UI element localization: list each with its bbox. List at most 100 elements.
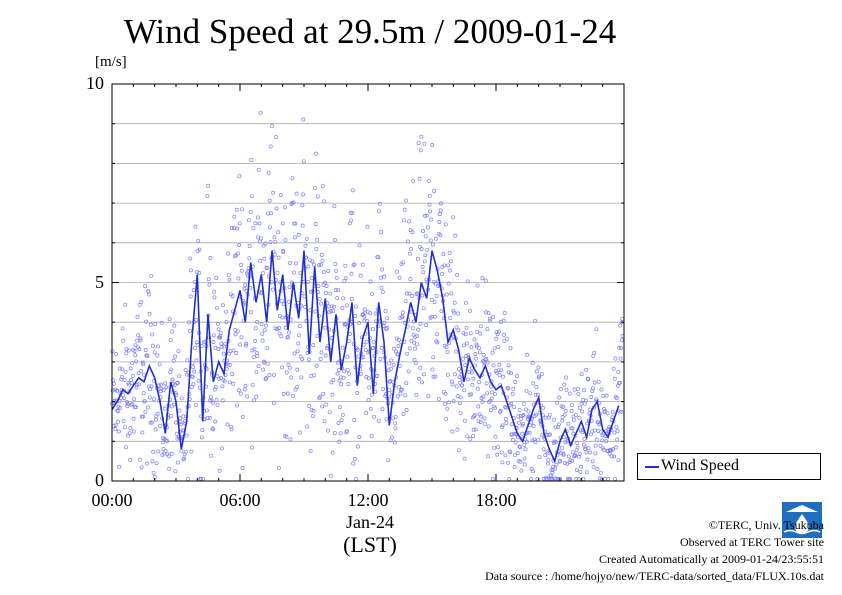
data-point	[138, 336, 143, 341]
data-point	[547, 415, 551, 420]
data-point	[531, 469, 535, 474]
data-point	[511, 404, 516, 409]
data-point	[393, 421, 398, 426]
data-point	[476, 346, 481, 351]
data-point	[197, 247, 202, 252]
data-point	[546, 457, 551, 462]
data-point	[333, 288, 338, 293]
y-axis-unit: [m/s]	[95, 54, 127, 70]
data-point	[407, 291, 412, 296]
data-point	[287, 330, 292, 335]
data-point	[206, 183, 211, 188]
data-point	[144, 319, 149, 324]
data-point	[484, 381, 489, 386]
data-point	[522, 442, 527, 447]
terc-logo-icon	[782, 502, 822, 538]
data-point	[507, 449, 512, 454]
data-point	[258, 236, 263, 241]
data-point	[510, 437, 515, 442]
data-point	[220, 384, 225, 389]
data-point	[158, 423, 162, 428]
data-point	[520, 431, 525, 436]
data-point	[563, 408, 568, 413]
data-point	[605, 411, 610, 416]
data-point	[576, 387, 580, 391]
data-point	[569, 409, 574, 413]
data-point	[120, 367, 125, 372]
data-point	[243, 343, 248, 348]
data-point	[126, 348, 131, 353]
data-point	[614, 396, 619, 401]
observed-text: Observed at TERC Tower site	[679, 535, 824, 549]
data-point	[617, 380, 622, 385]
data-point	[500, 425, 504, 430]
data-point	[235, 403, 239, 408]
data-point	[439, 309, 444, 314]
data-point	[274, 135, 279, 140]
data-point	[197, 271, 202, 275]
credits: ©TERC, Univ. Tsukuba Observed at TERC To…	[485, 517, 824, 585]
data-point	[423, 234, 428, 239]
data-point	[428, 315, 433, 320]
data-point	[169, 367, 174, 372]
data-point	[379, 230, 384, 234]
data-point	[170, 377, 175, 382]
data-point	[410, 294, 415, 298]
data-point	[389, 366, 393, 371]
data-point	[269, 211, 274, 216]
data-point	[308, 449, 313, 454]
data-point	[137, 347, 142, 352]
data-point	[125, 400, 129, 404]
data-point	[371, 339, 376, 344]
data-point	[316, 284, 321, 289]
data-point	[423, 253, 428, 258]
data-point	[262, 256, 267, 261]
data-point	[314, 246, 319, 251]
data-point	[256, 167, 261, 172]
data-point	[391, 362, 396, 367]
data-point	[331, 378, 336, 382]
data-point	[212, 289, 217, 294]
data-point	[615, 437, 620, 442]
data-point	[332, 304, 337, 309]
data-point	[452, 300, 457, 305]
data-point	[260, 331, 265, 336]
data-point	[240, 466, 245, 470]
data-point	[120, 393, 125, 398]
data-point	[142, 399, 147, 404]
data-point	[148, 322, 153, 327]
data-point	[174, 431, 179, 436]
data-point	[396, 337, 401, 342]
data-point	[602, 409, 607, 414]
data-point	[125, 402, 130, 407]
data-point	[507, 477, 512, 481]
data-point	[173, 354, 177, 359]
data-point	[200, 428, 205, 432]
data-point	[121, 419, 126, 424]
data-point	[295, 367, 300, 372]
data-point	[443, 401, 448, 406]
data-point	[133, 353, 138, 358]
data-point	[418, 148, 423, 153]
data-point	[481, 352, 486, 357]
data-point	[122, 377, 127, 382]
data-point	[131, 416, 136, 421]
data-point	[584, 367, 589, 372]
data-point	[461, 331, 466, 336]
data-point	[157, 383, 161, 388]
data-point	[164, 385, 169, 390]
data-point	[595, 467, 600, 472]
data-point	[141, 391, 146, 396]
data-point	[612, 454, 617, 459]
x-tick-label-1200: 12:00	[347, 490, 389, 510]
data-point	[463, 363, 468, 368]
data-point	[437, 220, 442, 224]
data-point	[405, 291, 409, 296]
data-point	[140, 430, 145, 435]
data-point	[375, 373, 379, 378]
data-point	[543, 453, 548, 458]
data-point	[553, 466, 558, 471]
data-point	[470, 382, 475, 387]
data-point	[147, 311, 152, 316]
